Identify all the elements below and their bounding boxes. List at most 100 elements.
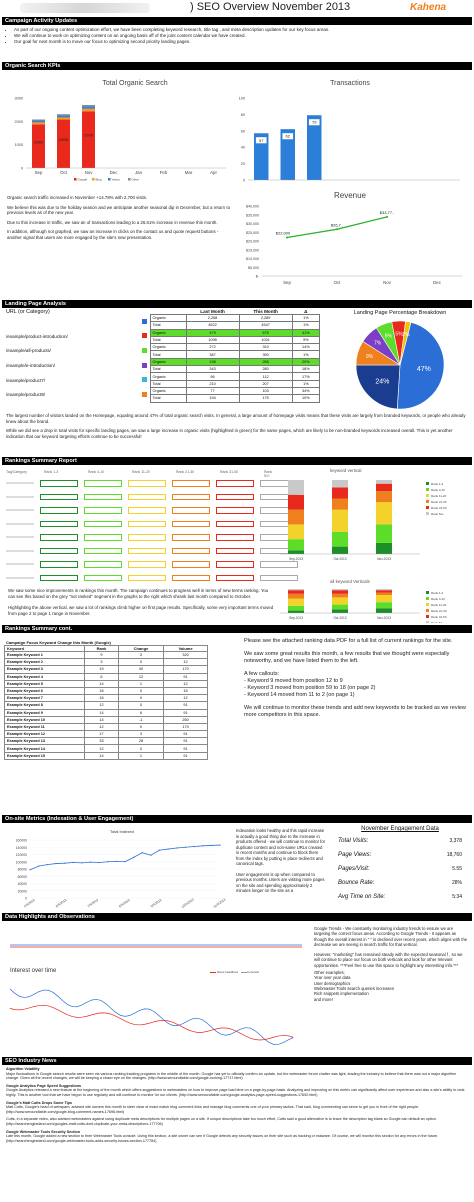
rank-cell — [216, 480, 254, 487]
rank-cell — [172, 520, 210, 527]
color-swatch — [140, 329, 150, 344]
interest-over-time-chart — [9, 988, 294, 1045]
col-delta: Δ — [304, 309, 308, 314]
landing-url[interactable]: /example/e-introduction/ — [6, 363, 56, 369]
rank-cell — [40, 574, 78, 581]
table-cell: 12 — [84, 701, 119, 710]
pie-slice — [399, 321, 412, 366]
table-cell: 15 — [163, 686, 208, 696]
data-label: 9% — [366, 354, 374, 360]
indexation-chart: 0 20000 40000 60000 80000 100000 120000 140000 1… — [16, 839, 227, 909]
bar-segment — [288, 605, 304, 611]
tick-label: Oct — [60, 170, 68, 175]
tick-label: 7/5/2013 — [87, 898, 100, 909]
table-cell: 91 — [163, 701, 208, 710]
point — [210, 844, 212, 847]
legend-news: News headlines — [216, 970, 239, 974]
table-cell: 91 — [163, 737, 208, 746]
pie-slice — [396, 322, 445, 410]
rank-cell — [260, 574, 298, 581]
table-cell: Example Keyword 12 — [4, 730, 85, 739]
bar-segment — [288, 589, 304, 591]
tick-label: Mar — [185, 170, 193, 175]
bar-segment — [332, 498, 348, 510]
tick-label: 0 — [243, 179, 245, 183]
tick-label: 8/5/2013 — [118, 898, 131, 909]
tick-label: Apr — [210, 170, 217, 175]
bar — [32, 119, 45, 121]
table-cell: 0 — [117, 686, 165, 696]
bar — [82, 111, 95, 168]
bar-segment — [376, 483, 392, 492]
table-cell: 0 — [117, 701, 165, 710]
bar — [57, 115, 70, 118]
table-cell: 10% — [291, 394, 321, 403]
table-cell: Total — [149, 350, 187, 359]
table-cell: 91 — [163, 672, 208, 681]
kw-table-title: Campaign Focus Keyword Change this Month… — [6, 640, 111, 645]
legend-label: Rank 1-3 — [431, 482, 444, 486]
rank-cell — [40, 547, 78, 554]
news-heading: Google's Matt Cutts Drops Some Tips — [6, 1100, 72, 1105]
legend-label: Other — [132, 177, 140, 181]
table-cell: 12 — [84, 744, 119, 753]
swatch — [142, 333, 148, 339]
table-cell: 16 — [84, 686, 119, 696]
legend-label: Rank 31-50 — [431, 506, 447, 510]
bar-segment — [376, 502, 392, 525]
tick-label: 20 — [241, 162, 245, 166]
table-cell: 280 — [238, 365, 293, 374]
section-rankings: Rankings Summary Report — [2, 457, 472, 465]
rank-col-header: Rank 1-3 — [44, 470, 59, 474]
table-cell: 1098 — [185, 335, 240, 345]
page-title: ) SEO Overview November 2013 — [190, 1, 351, 13]
tick-label: 160000 — [16, 839, 27, 843]
rc-callout: - Keyword 3 moved from position 59 to 18… — [244, 685, 376, 691]
tick-label: Sep — [35, 170, 43, 175]
rank-col-header: Rank 21-30 — [176, 470, 195, 474]
data-label: 2% — [402, 332, 410, 338]
table-row: /example/e-introduction/Organic 198 256 29% — [4, 357, 321, 368]
rank-cell — [172, 507, 210, 514]
table-row: Example Keyword 5 14 1 12 — [4, 679, 208, 688]
bar-segment — [332, 593, 348, 598]
table-cell: 175 — [238, 394, 293, 403]
legend-swatch — [426, 609, 429, 612]
tick-label: Sep — [283, 280, 291, 285]
rank-col-header: Tag/Category — [6, 470, 27, 474]
point — [115, 860, 117, 862]
bar-segment — [376, 595, 392, 603]
legend-label: Rank 4-10 — [431, 488, 445, 492]
section-rankings-cont: Rankings Summary cont. — [2, 625, 472, 633]
landing-url[interactable]: /example/product7/ — [6, 377, 46, 383]
section-news: SEO Industry News — [2, 1057, 472, 1065]
landing-url[interactable]: /example/all-products/ — [6, 348, 51, 354]
tick-label: 0 — [25, 897, 27, 901]
rank-cell — [216, 561, 254, 568]
legend-swatch — [92, 178, 95, 181]
legend-label: Rank 21-30 — [431, 500, 447, 504]
data-label: $26,7.. — [331, 222, 343, 227]
kahena-logo: Kahena — [410, 2, 447, 13]
data-label: 2306 — [59, 137, 69, 142]
landing-url[interactable] — [4, 315, 140, 330]
table-cell: 12 — [117, 672, 165, 681]
landing-url[interactable]: /example/product-introduction/ — [6, 333, 68, 339]
news-heading: Google Webmaster Tools Security Section — [6, 1129, 81, 1134]
list-item: User demographics — [314, 980, 351, 986]
table-row: Example Keyword 8 12 0 91 — [4, 701, 208, 710]
rank-cell — [216, 507, 254, 514]
table-cell: 260 — [163, 715, 208, 724]
section-kpis: Organic Search KPIs — [2, 62, 472, 70]
bar — [254, 133, 269, 180]
list-item: Webmaster Tools search queries increases — [314, 985, 394, 991]
rank-cell — [172, 480, 210, 487]
table-cell: -1 — [117, 715, 165, 724]
legend-forecast: Forecast — [247, 970, 260, 974]
landing-url[interactable]: /example/product9/ — [6, 392, 46, 398]
tick-label: 60 — [241, 129, 245, 133]
table-cell: 12 — [84, 722, 119, 732]
table-cell: 6 — [84, 672, 119, 681]
table-row: Example Keyword 2 3 0 12 — [4, 658, 208, 667]
tick-label: Oct-2013 — [333, 557, 346, 561]
